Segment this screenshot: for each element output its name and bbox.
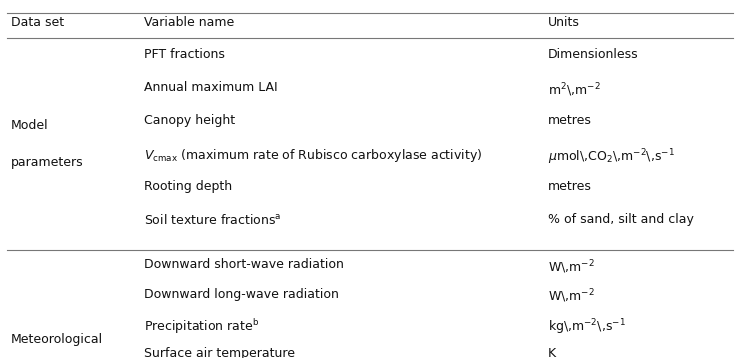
Text: Units: Units	[548, 16, 579, 29]
Text: W\,m$^{-2}$: W\,m$^{-2}$	[548, 288, 594, 305]
Text: W\,m$^{-2}$: W\,m$^{-2}$	[548, 258, 594, 276]
Text: Data set: Data set	[11, 16, 64, 29]
Text: % of sand, silt and clay: % of sand, silt and clay	[548, 213, 693, 226]
Text: Model: Model	[11, 118, 49, 132]
Text: metres: metres	[548, 114, 591, 127]
Text: Dimensionless: Dimensionless	[548, 48, 638, 61]
Text: Downward short-wave radiation: Downward short-wave radiation	[144, 258, 344, 271]
Text: Meteorological: Meteorological	[11, 333, 103, 346]
Text: kg\,m$^{-2}$\,s$^{-1}$: kg\,m$^{-2}$\,s$^{-1}$	[548, 317, 625, 337]
Text: $V_{\mathrm{cmax}}$ (maximum rate of Rubisco carboxylase activity): $V_{\mathrm{cmax}}$ (maximum rate of Rub…	[144, 147, 482, 164]
Text: $\mu$mol\,CO$_{2}$\,m$^{-2}$\,s$^{-1}$: $\mu$mol\,CO$_{2}$\,m$^{-2}$\,s$^{-1}$	[548, 147, 674, 167]
Text: Rooting depth: Rooting depth	[144, 180, 232, 193]
Text: parameters: parameters	[11, 156, 84, 169]
Text: m$^{2}$\,m$^{-2}$: m$^{2}$\,m$^{-2}$	[548, 81, 600, 99]
Text: Annual maximum LAI: Annual maximum LAI	[144, 81, 278, 94]
Text: Precipitation rate$^{\mathrm{b}}$: Precipitation rate$^{\mathrm{b}}$	[144, 317, 260, 336]
Text: PFT fractions: PFT fractions	[144, 48, 225, 61]
Text: metres: metres	[548, 180, 591, 193]
Text: Variable name: Variable name	[144, 16, 235, 29]
Text: Canopy height: Canopy height	[144, 114, 235, 127]
Text: K: K	[548, 347, 556, 358]
Text: Soil texture fractions$^{\mathrm{a}}$: Soil texture fractions$^{\mathrm{a}}$	[144, 213, 282, 227]
Text: Downward long-wave radiation: Downward long-wave radiation	[144, 288, 339, 301]
Text: Surface air temperature: Surface air temperature	[144, 347, 295, 358]
